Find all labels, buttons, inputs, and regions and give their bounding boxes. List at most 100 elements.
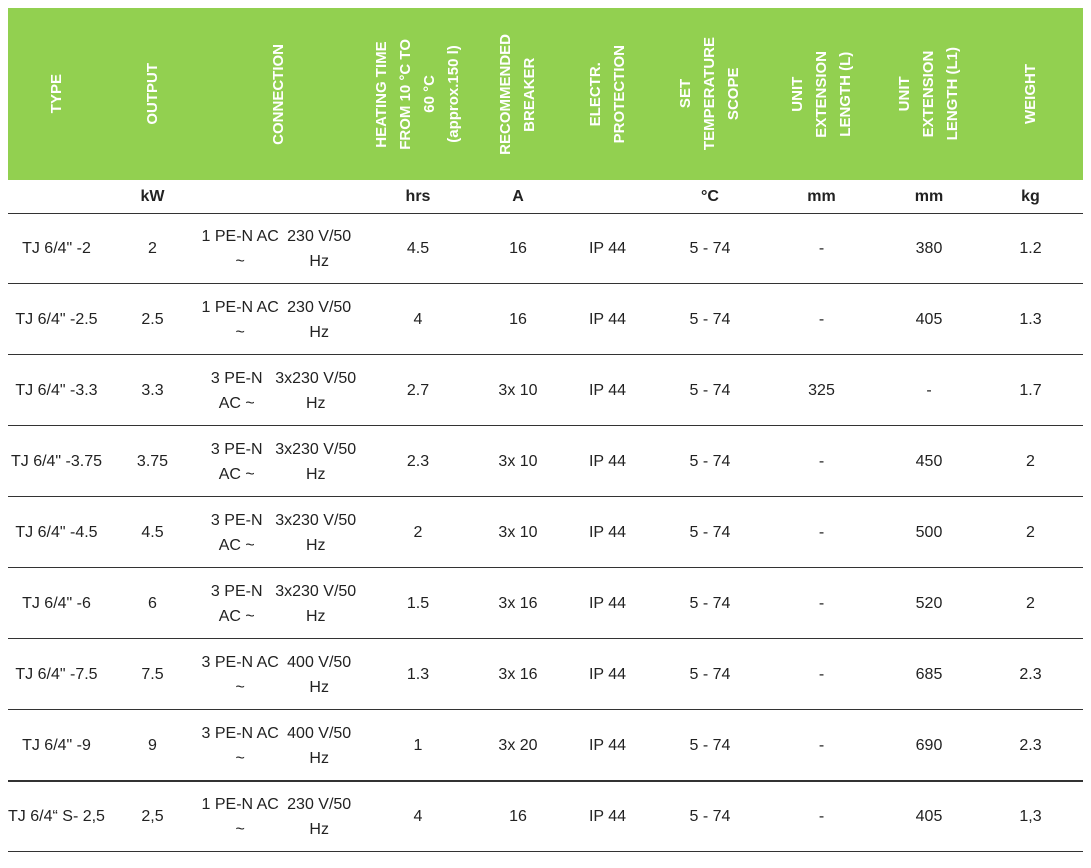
- text-line: TJ 6/4" -: [15, 311, 76, 328]
- text-line: 3x230 V/50 Hz: [275, 582, 357, 625]
- table-cell: 2: [1026, 524, 1035, 541]
- table-cell: 3 PE-N AC ~ 3x230 V/50 Hz: [200, 568, 358, 639]
- table-cell: IP 44: [588, 808, 627, 825]
- text-line: 3 PE-N AC ~: [210, 511, 263, 554]
- table-cell: TJ 6/4" -2.5: [8, 284, 105, 355]
- header-cell: RECOMMENDED BREAKER: [478, 8, 558, 180]
- table-cell: -: [818, 666, 825, 683]
- header-cell: UNIT EXTENSION LENGTH (L): [763, 8, 880, 180]
- text-line: TJ 6/4" -: [15, 382, 76, 399]
- text-line: SET: [677, 79, 694, 109]
- table-cell: 500: [915, 524, 943, 541]
- table-cell: 5 - 74: [689, 453, 731, 470]
- text-line: OUTPUT: [143, 63, 161, 125]
- header-cell: CONNECTION: [200, 8, 358, 180]
- table-cell: 4: [413, 808, 423, 825]
- text-line: WEIGHT: [1021, 64, 1039, 124]
- table-cell: 4: [413, 311, 423, 328]
- table-cell: IP 44: [588, 595, 627, 612]
- text-line: 3 PE-N AC ~: [201, 724, 279, 767]
- table-cell: IP 44: [588, 524, 627, 541]
- table-cell: 1.2: [1019, 240, 1042, 257]
- table-cell: IP 44: [588, 382, 627, 399]
- table-cell: 1.3: [1019, 311, 1042, 328]
- header-cell: ELECTR. PROTECTION: [558, 8, 657, 180]
- table-cell: 1 PE-N AC ~230 V/50 Hz: [200, 781, 358, 852]
- header-cell: SET TEMPERATURE SCOPE: [657, 8, 763, 180]
- text-line: 400 V/50 Hz: [287, 653, 352, 696]
- table-cell: IP 44: [588, 666, 627, 683]
- table-cell: 3 PE-N AC ~400 V/50 Hz: [200, 639, 358, 710]
- text-line: PROTECTION: [610, 44, 628, 144]
- row-divider: [8, 354, 1083, 355]
- table-cell: 5 - 74: [689, 737, 731, 754]
- text-line: TJ 6/4" -: [15, 524, 76, 541]
- table-cell: 6: [148, 595, 157, 612]
- table-cell: 3 PE-N AC ~ 3x230 V/50 Hz: [200, 426, 358, 497]
- header-cell: WEIGHT: [978, 8, 1083, 180]
- row-divider: [8, 780, 1083, 782]
- table-cell: 2.3: [1019, 737, 1042, 754]
- row-divider: [8, 567, 1083, 568]
- header-text: UNIT EXTENSION LENGTH (L1): [893, 47, 965, 140]
- text-line: 3.3: [75, 382, 98, 399]
- header-band: [8, 8, 1083, 180]
- header-text: OUTPUT: [141, 63, 165, 125]
- table-cell: 325: [808, 382, 835, 399]
- text-line: 230 V/50 Hz: [287, 227, 352, 270]
- text-line: BREAKER: [521, 56, 538, 132]
- table-cell: 450: [915, 453, 943, 470]
- table-cell: -: [818, 453, 825, 470]
- table-cell: TJ 6/4“ S- 2,5: [8, 781, 105, 852]
- unit-cell: kW: [140, 188, 165, 205]
- table-cell: -: [818, 311, 825, 328]
- text-line: 3 PE-N AC ~: [210, 440, 263, 483]
- text-line: 2.5: [75, 311, 98, 328]
- table-cell: 3x 20: [498, 737, 538, 754]
- table-cell: 16: [509, 808, 527, 825]
- table-cell: TJ 6/4" -2: [8, 213, 105, 284]
- text-line: 7.5: [75, 666, 98, 683]
- header-cell: TYPE: [8, 8, 105, 180]
- unit-cell: hrs: [405, 188, 431, 205]
- header-text: TYPE: [45, 74, 69, 113]
- table-cell: 9: [148, 737, 157, 754]
- text-line: TJ 6/4" -: [15, 666, 76, 683]
- table-cell: 16: [509, 311, 527, 328]
- row-divider: [8, 425, 1083, 426]
- text-line: TJ 6/4" -: [22, 240, 82, 257]
- table-cell: TJ 6/4" -9: [8, 710, 105, 781]
- table-cell: 7.5: [141, 666, 164, 683]
- table-cell: 3.75: [136, 453, 169, 470]
- unit-cell: mm: [807, 188, 836, 205]
- text-line: 1 PE-N AC ~: [201, 795, 279, 838]
- table-cell: 1: [413, 737, 423, 754]
- header-text: ELECTR. PROTECTION: [584, 45, 632, 143]
- table-cell: 5 - 74: [689, 808, 731, 825]
- text-line: EXTENSION: [812, 50, 830, 138]
- row-divider: [8, 496, 1083, 497]
- table-cell: 2.3: [1019, 666, 1042, 683]
- text-line: ELECTR.: [586, 61, 604, 127]
- text-line: (approx.150 l): [445, 45, 462, 143]
- text-line: 230 V/50 Hz: [287, 795, 352, 838]
- text-line: 4.5: [75, 524, 98, 541]
- text-line: TJ 6/4" -: [10, 453, 71, 470]
- table-cell: 5 - 74: [689, 382, 731, 399]
- table-cell: -: [818, 808, 825, 825]
- table-cell: 4.5: [406, 240, 430, 257]
- table-cell: TJ 6/4" -6: [8, 568, 105, 639]
- table-cell: 5 - 74: [689, 524, 731, 541]
- table-cell: 5 - 74: [689, 311, 731, 328]
- table-cell: 685: [915, 666, 943, 683]
- text-line: 3x230 V/50 Hz: [275, 511, 357, 554]
- text-line: HEATING TIME: [373, 40, 390, 148]
- table-cell: 380: [915, 240, 943, 257]
- table-cell: 3x 16: [498, 666, 538, 683]
- header-text: WEIGHT: [1019, 64, 1043, 124]
- text-line: 3x230 V/50 Hz: [275, 440, 357, 483]
- text-line: FROM 10 °C TO: [397, 38, 414, 150]
- table-cell: 5 - 74: [689, 666, 731, 683]
- row-divider: [8, 213, 1083, 214]
